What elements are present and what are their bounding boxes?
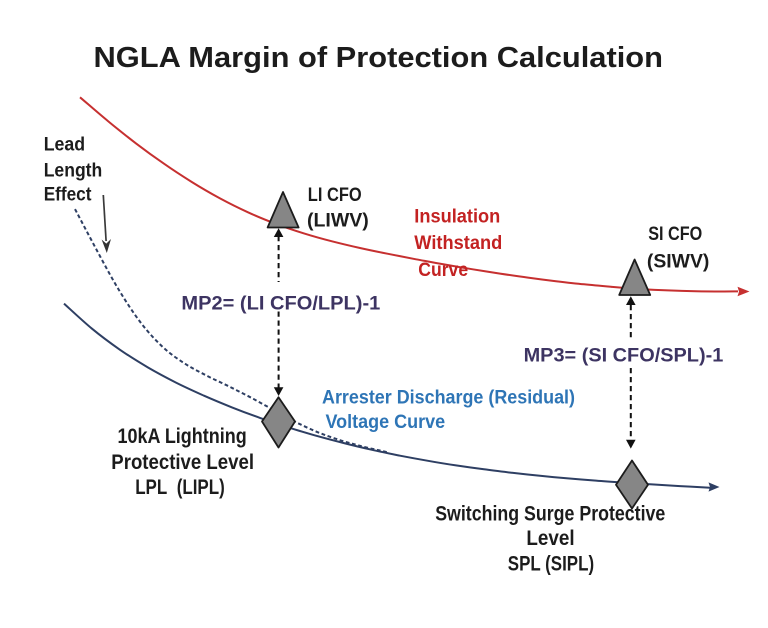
svg-text:Curve: Curve bbox=[418, 260, 468, 281]
svg-text:Insulation: Insulation bbox=[414, 207, 500, 228]
svg-text:SPL (SIPL): SPL (SIPL) bbox=[508, 552, 594, 575]
svg-text:(SIWV): (SIWV) bbox=[647, 251, 710, 272]
svg-text:MP2= (LI CFO/LPL)-1: MP2= (LI CFO/LPL)-1 bbox=[181, 294, 380, 315]
svg-text:LI CFO: LI CFO bbox=[308, 185, 362, 206]
svg-text:10kA Lightning: 10kA Lightning bbox=[118, 425, 247, 448]
svg-text:Level: Level bbox=[526, 527, 574, 550]
svg-text:Arrester Discharge (Residual): Arrester Discharge (Residual) bbox=[322, 387, 575, 408]
svg-text:MP3= (SI CFO/SPL)-1: MP3= (SI CFO/SPL)-1 bbox=[524, 346, 724, 367]
svg-text:Effect: Effect bbox=[44, 185, 92, 206]
svg-text:Lead: Lead bbox=[44, 134, 85, 155]
svg-text:Length: Length bbox=[44, 161, 103, 182]
svg-text:Withstand: Withstand bbox=[414, 233, 502, 254]
svg-text:NGLA Margin of Protection Calc: NGLA Margin of Protection Calculation bbox=[94, 42, 664, 74]
svg-text:Switching Surge Protective: Switching Surge Protective bbox=[435, 502, 665, 525]
svg-text:(LIWV): (LIWV) bbox=[307, 211, 369, 232]
svg-text:Voltage Curve: Voltage Curve bbox=[326, 412, 446, 433]
svg-text:LPL (LIPL): LPL (LIPL) bbox=[135, 476, 225, 499]
svg-text:SI CFO: SI CFO bbox=[648, 224, 702, 245]
svg-text:Protective Level: Protective Level bbox=[111, 451, 254, 474]
